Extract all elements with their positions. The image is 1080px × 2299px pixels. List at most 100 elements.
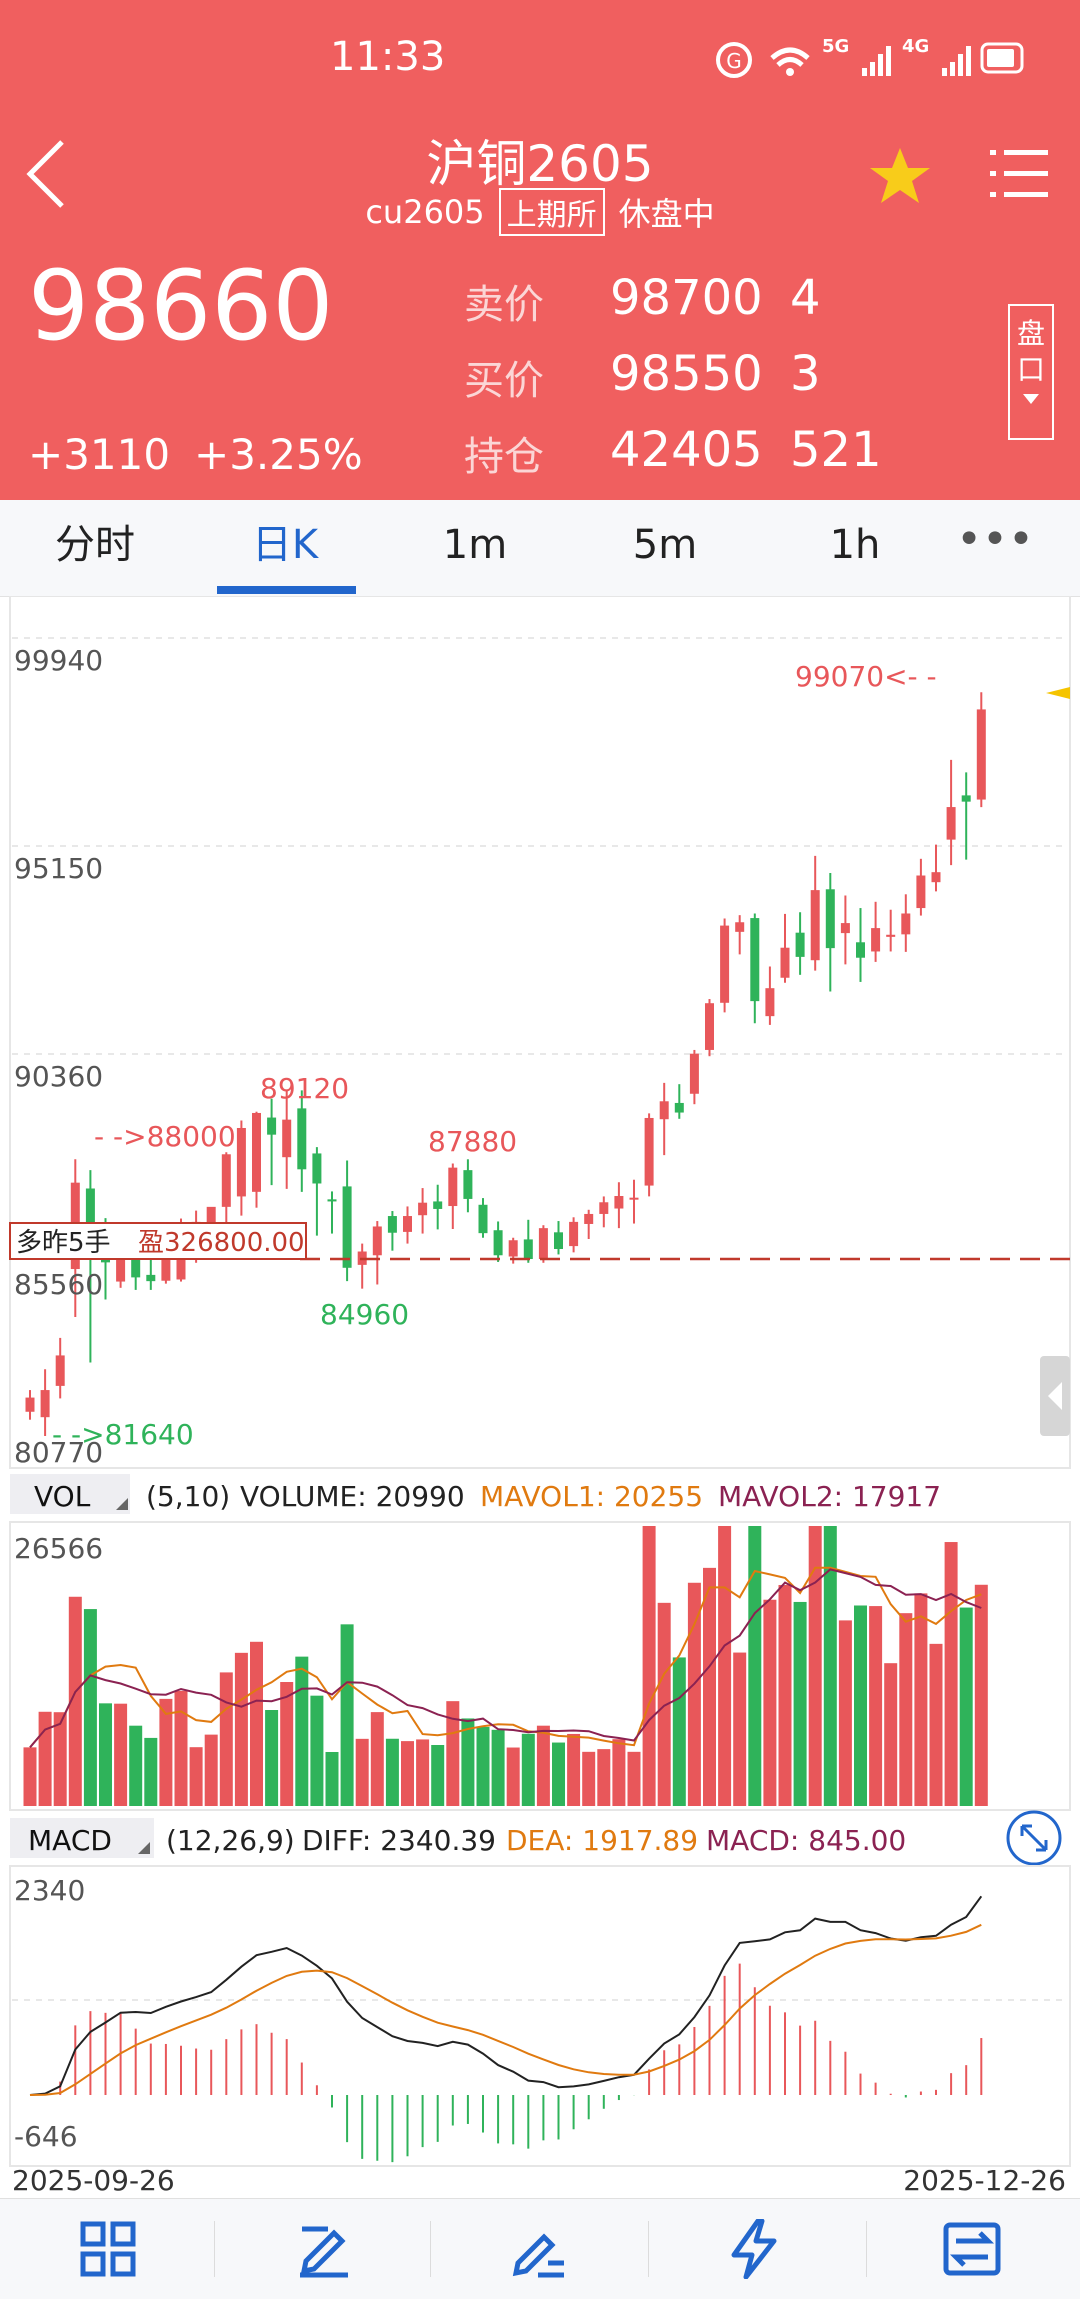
tab-1h[interactable]: 1h xyxy=(829,522,881,568)
open-interest-change: 521 xyxy=(790,422,882,478)
kline-chart-area[interactable]: 99940 95150 90360 85560 80770 99070<- - … xyxy=(0,596,1080,2196)
peak-87880-label: 87880 xyxy=(428,1125,517,1158)
date-end: 2025-12-26 xyxy=(903,2164,1066,2196)
expand-icon[interactable] xyxy=(1006,1810,1062,1866)
volume-bar xyxy=(114,1703,128,1806)
volume-bar xyxy=(627,1751,641,1806)
candle-body xyxy=(448,1167,458,1207)
back-arrow-icon[interactable] xyxy=(22,138,68,210)
favorite-star-icon[interactable] xyxy=(868,146,932,206)
candle-body xyxy=(146,1274,156,1282)
volume-bar xyxy=(491,1729,505,1806)
layout-grid-button[interactable] xyxy=(18,2199,198,2299)
volume-bar xyxy=(340,1624,354,1806)
macd-label: MACD xyxy=(28,1824,112,1857)
pen-draw-icon xyxy=(300,2226,348,2278)
ask-price: 98700 xyxy=(610,270,763,326)
volume-bar xyxy=(914,1593,928,1806)
candle-body xyxy=(871,928,881,952)
macd-y-top: 2340 xyxy=(14,1874,85,1907)
order-panel-button[interactable] xyxy=(882,2199,1062,2299)
candle-body xyxy=(720,925,730,1003)
quote-header: 11:33 G 5G 4G 沪铜2605 cu2605 上期所 休盘中 9866… xyxy=(0,0,1080,500)
contract-code: cu2605 xyxy=(365,193,485,231)
candle-body xyxy=(554,1232,563,1250)
volume-bar xyxy=(23,1747,37,1806)
candle-body xyxy=(976,709,986,800)
bottom-toolbar xyxy=(0,2198,1080,2299)
volume-bar xyxy=(506,1747,520,1806)
candle-body xyxy=(523,1239,533,1260)
grid-icon xyxy=(80,2221,136,2277)
vol-label-box[interactable] xyxy=(10,1474,130,1514)
candle-body xyxy=(221,1154,231,1207)
y-tick-85560: 85560 xyxy=(14,1268,103,1301)
candle-body xyxy=(750,918,760,1002)
more-tabs-icon[interactable]: ••• xyxy=(956,514,1034,565)
volume-bar xyxy=(129,1725,143,1806)
tab-1m[interactable]: 1m xyxy=(442,522,508,568)
date-start: 2025-09-26 xyxy=(12,2164,175,2196)
nav-divider xyxy=(430,2221,431,2277)
open-interest-label: 持仓 xyxy=(464,434,544,480)
volume-bar xyxy=(703,1567,716,1806)
volume-bar xyxy=(370,1712,384,1806)
order-book-button[interactable]: 盘口 xyxy=(1008,304,1054,440)
macd-label-box[interactable] xyxy=(10,1818,154,1858)
network-5g-label: 5G xyxy=(822,36,850,57)
draw-line-button[interactable] xyxy=(234,2199,414,2299)
volume-bar xyxy=(823,1526,837,1806)
volume-bar xyxy=(83,1609,97,1806)
tab-5m[interactable]: 5m xyxy=(632,522,698,568)
candle-body xyxy=(780,947,790,978)
macd-diff: DIFF: 2340.39 xyxy=(302,1824,496,1857)
mavol1-line xyxy=(29,1566,982,1749)
volume-bar xyxy=(99,1703,112,1806)
position-profit: 盈326800.00 xyxy=(138,1228,305,1258)
candle-body xyxy=(463,1170,473,1199)
menu-icon[interactable] xyxy=(990,148,1050,200)
flash-trade-button[interactable] xyxy=(664,2199,844,2299)
volume-bar xyxy=(536,1725,550,1806)
volume-bar xyxy=(733,1652,747,1806)
vol-dropdown-icon xyxy=(116,1498,128,1510)
candle-body xyxy=(478,1204,488,1234)
current-price-pointer-icon xyxy=(1046,687,1070,699)
tab-daily-k[interactable]: 日K xyxy=(251,522,319,568)
caret-down-icon xyxy=(1023,394,1039,404)
candle-body xyxy=(644,1117,654,1186)
active-tab-indicator xyxy=(217,586,356,594)
candle-body xyxy=(886,934,896,937)
candle-body xyxy=(689,1053,699,1094)
period-tabs: 分时 日K 1m 5m 1h ••• xyxy=(0,500,1080,597)
volume-bar xyxy=(385,1738,399,1806)
volume-bar xyxy=(687,1582,701,1806)
main-panel-frame xyxy=(9,596,1071,1469)
edit-icon xyxy=(512,2233,564,2278)
candle-body xyxy=(508,1240,518,1257)
bid-qty: 3 xyxy=(790,346,821,402)
annotate-button[interactable] xyxy=(448,2199,628,2299)
last-price: 98660 xyxy=(28,250,334,362)
candle-body xyxy=(569,1221,579,1247)
candle-body xyxy=(403,1216,412,1232)
volume-bar xyxy=(672,1657,686,1806)
candle-body xyxy=(795,932,805,957)
volume-bar xyxy=(869,1606,883,1806)
candle-body xyxy=(131,1254,141,1278)
volume-bar xyxy=(959,1607,973,1806)
candle-body xyxy=(387,1216,397,1233)
candle-body xyxy=(418,1202,428,1216)
vol-volume: VOLUME: 20990 xyxy=(240,1480,465,1513)
volume-bar xyxy=(68,1596,82,1806)
macd-dropdown-icon xyxy=(138,1842,150,1854)
volume-bar xyxy=(401,1741,414,1806)
macd-dea-line xyxy=(29,1923,982,2096)
low-price-label: - ->81640 xyxy=(52,1418,194,1451)
volume-bar xyxy=(521,1733,535,1806)
candle-body xyxy=(840,923,850,934)
volume-bar xyxy=(597,1749,611,1806)
candle-body xyxy=(901,913,911,935)
tab-timeshare[interactable]: 分时 xyxy=(55,522,135,568)
candle-body xyxy=(433,1201,443,1209)
